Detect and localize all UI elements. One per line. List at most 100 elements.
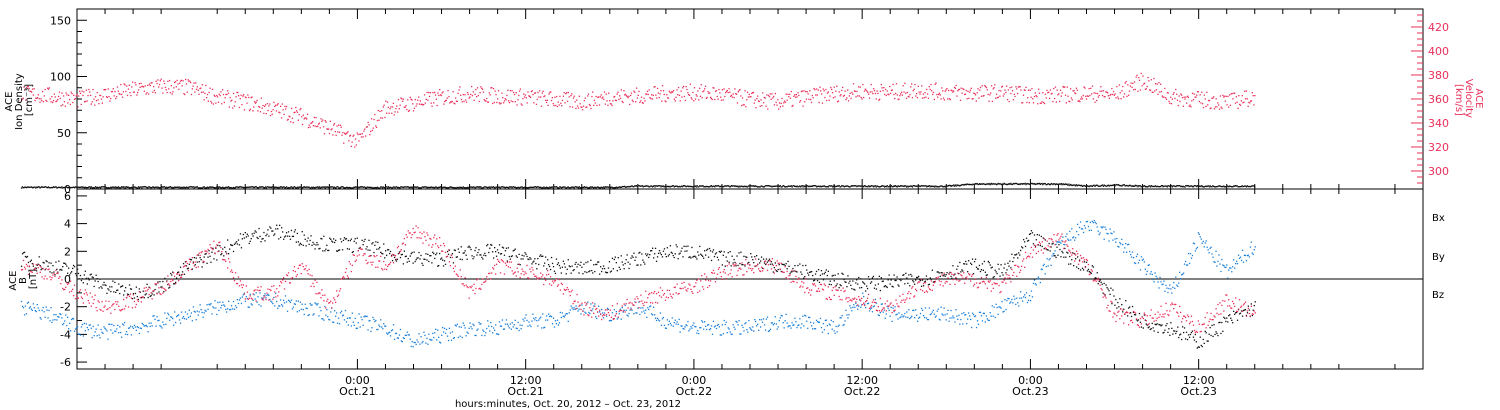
data-point: [1175, 332, 1177, 335]
data-point: [867, 91, 869, 94]
data-point: [953, 184, 955, 186]
data-point: [848, 95, 850, 97]
data-point: [329, 186, 331, 188]
data-point: [1012, 260, 1014, 263]
data-point: [572, 97, 575, 99]
data-point: [998, 183, 1000, 185]
data-point: [90, 103, 92, 105]
data-point: [989, 264, 991, 266]
data-point: [418, 251, 420, 254]
data-point: [404, 334, 406, 336]
data-point: [923, 185, 925, 187]
data-point: [335, 239, 337, 241]
data-point: [899, 278, 901, 281]
data-point: [172, 91, 174, 93]
data-point: [269, 103, 271, 105]
data-point: [1193, 93, 1195, 95]
data-point: [852, 83, 855, 85]
data-point: [741, 185, 743, 187]
data-point: [438, 94, 440, 97]
data-point: [206, 186, 209, 188]
data-point: [941, 185, 943, 187]
data-point: [104, 186, 106, 188]
data-point: [83, 274, 85, 276]
data-point: [904, 185, 906, 187]
data-point: [631, 255, 633, 257]
data-point: [881, 280, 883, 283]
data-point: [375, 187, 378, 189]
data-point: [1052, 183, 1054, 186]
data-point: [1218, 108, 1221, 110]
data-point: [1168, 100, 1170, 103]
data-point: [354, 186, 356, 189]
data-point: [1193, 339, 1196, 341]
data-point: [76, 94, 78, 96]
data-point: [136, 326, 138, 328]
data-point: [1151, 185, 1153, 187]
data-point: [1054, 86, 1057, 88]
data-point: [557, 262, 560, 264]
data-point: [594, 186, 596, 188]
data-point: [559, 267, 561, 269]
data-point: [821, 185, 824, 188]
data-point: [911, 275, 913, 277]
data-point: [1038, 182, 1041, 185]
data-point: [357, 133, 359, 136]
data-point: [348, 187, 350, 189]
data-point: [700, 84, 702, 86]
data-point: [1112, 184, 1114, 186]
data-point: [1027, 183, 1030, 185]
data-point: [518, 186, 520, 189]
data-point: [316, 242, 318, 244]
data-point: [264, 186, 267, 188]
data-point: [505, 247, 508, 249]
data-point: [179, 266, 182, 268]
data-point: [1097, 185, 1099, 187]
x-tick-time-label: 0:00: [682, 374, 707, 387]
data-point: [712, 185, 714, 187]
data-point: [417, 186, 419, 188]
data-point: [496, 333, 499, 335]
data-point: [165, 323, 167, 325]
data-point: [833, 185, 835, 187]
data-point: [918, 91, 920, 93]
data-point: [197, 254, 199, 256]
data-point: [342, 132, 344, 134]
data-point: [116, 86, 119, 88]
data-point: [1180, 185, 1182, 188]
data-point: [875, 186, 877, 188]
data-point: [822, 279, 825, 281]
data-point: [189, 186, 191, 188]
data-point: [299, 301, 301, 303]
data-point: [196, 310, 198, 312]
data-point: [110, 91, 113, 93]
data-point: [901, 278, 903, 280]
data-point: [1085, 95, 1087, 97]
data-point: [824, 271, 826, 273]
data-point: [772, 185, 774, 188]
data-point: [262, 186, 264, 188]
data-point: [186, 91, 188, 93]
data-point: [1184, 98, 1186, 100]
data-point: [1138, 185, 1140, 187]
data-point: [901, 185, 903, 187]
data-point: [1182, 185, 1184, 187]
data-point: [57, 99, 59, 101]
data-point: [418, 103, 421, 105]
data-point: [37, 263, 39, 265]
data-point: [207, 100, 209, 102]
data-point: [184, 311, 187, 313]
data-point: [874, 185, 877, 187]
data-point: [115, 291, 117, 293]
data-point: [22, 97, 24, 99]
data-point: [527, 325, 529, 327]
data-point: [63, 322, 65, 325]
data-point: [1074, 253, 1076, 255]
data-point: [626, 254, 628, 256]
data-point: [1149, 89, 1152, 91]
x-tick-time-label: 12:00: [510, 374, 542, 387]
data-point: [913, 281, 915, 283]
data-point: [84, 270, 86, 272]
data-point: [121, 186, 123, 188]
data-point: [636, 264, 638, 266]
